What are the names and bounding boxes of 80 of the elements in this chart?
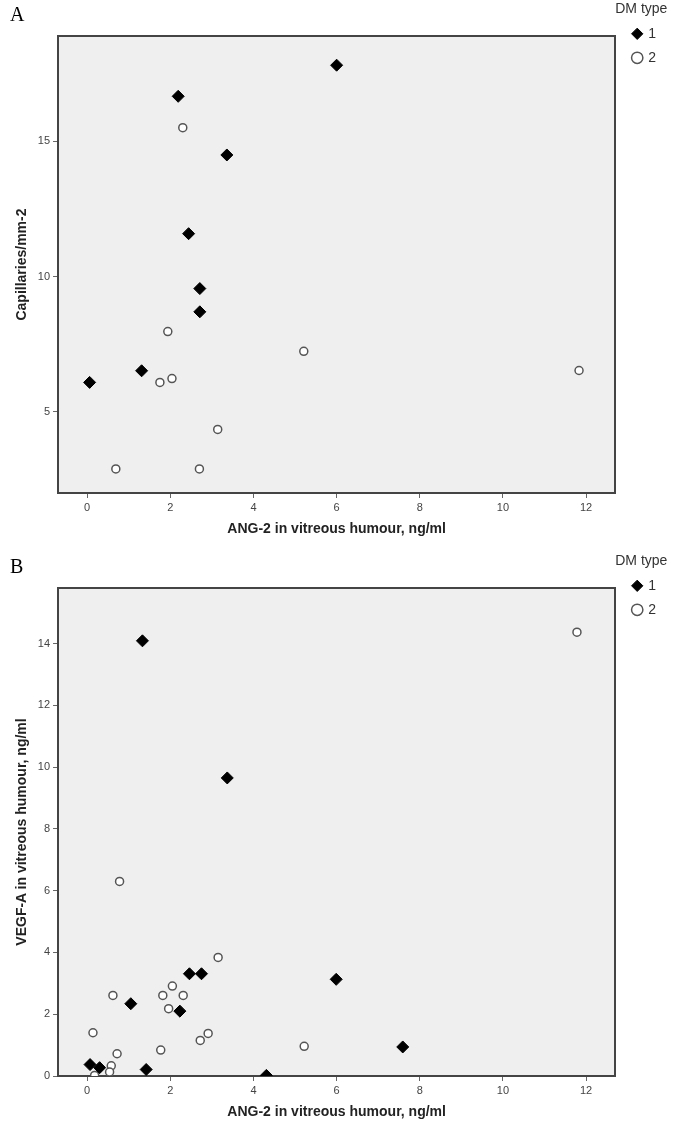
y-tick-label: 5 <box>43 404 51 417</box>
point <box>193 305 207 319</box>
y-axis-title: Capillaries/mm-2 <box>13 208 30 321</box>
x-tick-label: 0 <box>84 1083 91 1096</box>
y-tick-label: 12 <box>37 698 51 711</box>
point <box>124 997 138 1011</box>
point <box>220 771 234 785</box>
y-tick-label: 10 <box>37 760 51 773</box>
x-tick-label: 0 <box>84 500 91 513</box>
y-tick-label: 15 <box>37 134 51 147</box>
x-tick-label: 8 <box>416 500 423 513</box>
point <box>195 1035 205 1046</box>
point <box>83 375 97 389</box>
point <box>220 148 234 162</box>
x-tick-label: 12 <box>579 1083 593 1096</box>
point <box>194 967 208 981</box>
x-tick-label: 12 <box>579 500 593 513</box>
chart-title: A <box>10 3 25 26</box>
point <box>167 981 178 991</box>
point <box>182 227 196 241</box>
legend-label: 1 <box>648 576 657 593</box>
chart-title: B <box>10 555 24 578</box>
point <box>572 627 582 637</box>
point <box>330 58 344 72</box>
point <box>104 1067 115 1076</box>
point <box>178 990 188 1001</box>
point <box>193 282 207 296</box>
y-tick-label: 6 <box>43 883 51 896</box>
legend-title: DM type <box>615 551 668 568</box>
point <box>171 89 185 103</box>
x-tick-label: 2 <box>167 1083 174 1096</box>
point <box>158 990 168 1001</box>
point <box>178 122 188 133</box>
point <box>212 424 223 435</box>
point <box>163 326 173 337</box>
x-tick-label: 10 <box>496 500 510 513</box>
point <box>112 1049 122 1059</box>
point <box>396 1040 410 1054</box>
point <box>108 990 118 1001</box>
x-tick-label: 4 <box>250 500 257 513</box>
point <box>88 1028 98 1038</box>
point <box>93 1061 107 1075</box>
x-tick-label: 6 <box>333 500 340 513</box>
point <box>167 373 177 384</box>
point <box>329 972 343 986</box>
point <box>155 1045 166 1055</box>
point <box>163 1003 174 1014</box>
x-tick-label: 6 <box>333 1083 340 1096</box>
point <box>135 364 149 378</box>
legend-label: 2 <box>648 48 657 65</box>
point <box>299 1041 309 1052</box>
x-axis-title: ANG-2 in vitreous humour, ng/ml <box>227 520 446 537</box>
x-axis-title: ANG-2 in vitreous humour, ng/ml <box>227 1103 446 1120</box>
y-tick-label: 4 <box>43 945 51 958</box>
point <box>182 967 196 981</box>
y-tick-label: 0 <box>43 1069 51 1082</box>
y-tick-label: 2 <box>43 1007 51 1020</box>
x-tick-label: 8 <box>416 1083 423 1096</box>
x-tick-label: 4 <box>250 1083 257 1096</box>
x-tick-label: 10 <box>496 1083 510 1096</box>
x-tick-label: 2 <box>167 500 174 513</box>
y-axis-title: VEGF-A in vitreous humour, ng/ml <box>13 718 30 946</box>
legend-title: DM type <box>615 0 668 16</box>
point <box>139 1063 153 1076</box>
point <box>111 464 121 474</box>
y-tick-label: 10 <box>37 269 51 282</box>
point <box>194 464 205 474</box>
point <box>114 876 125 887</box>
point <box>574 365 584 376</box>
point <box>83 1058 97 1072</box>
point <box>203 1028 213 1039</box>
y-tick-label: 14 <box>37 636 51 649</box>
point <box>213 952 223 963</box>
legend-label: 2 <box>648 600 657 617</box>
point <box>135 634 149 648</box>
point <box>155 377 165 388</box>
point <box>173 1004 187 1018</box>
point <box>299 346 309 357</box>
legend-label: 1 <box>648 24 657 41</box>
y-tick-label: 8 <box>43 821 51 834</box>
